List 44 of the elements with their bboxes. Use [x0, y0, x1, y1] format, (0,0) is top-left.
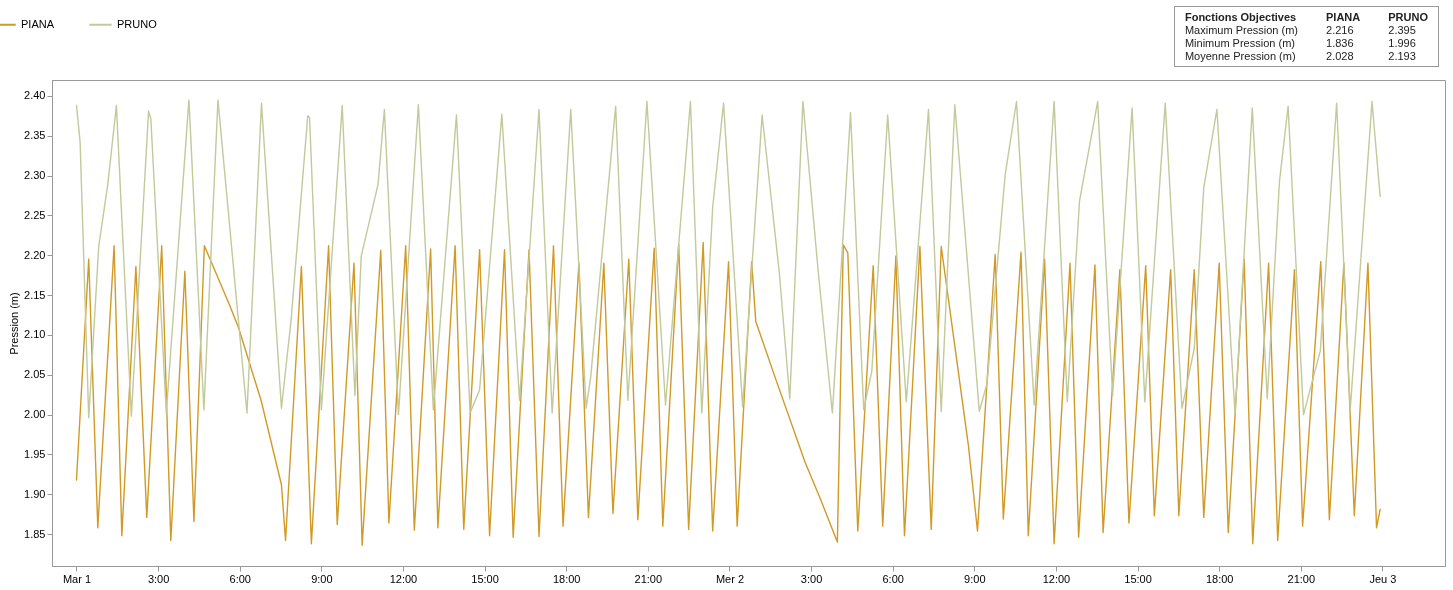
- text: 1.836: [1326, 37, 1355, 49]
- x-tick-label: 9:00: [311, 572, 333, 585]
- y-tick-label: 2.10: [24, 328, 46, 341]
- text: 2.028: [1326, 50, 1355, 62]
- x-tick-label: 21:00: [634, 572, 663, 585]
- text: 2.216: [1326, 24, 1355, 36]
- y-tick-label: 2.15: [24, 288, 46, 301]
- x-tick-label: 21:00: [1287, 572, 1316, 585]
- y-tick-label: 2.40: [24, 89, 46, 102]
- y-tick-label: 1.95: [24, 447, 46, 460]
- y-tick-label: 2.00: [24, 408, 46, 421]
- x-tick-label: 6:00: [882, 572, 904, 585]
- x-tick-label: Jeu 3: [1369, 572, 1397, 585]
- x-tick-label: 18:00: [552, 572, 581, 585]
- text: Minimum Pression (m): [1184, 37, 1296, 49]
- x-tick-label: Mar 1: [62, 572, 92, 585]
- text: PIANA: [1326, 11, 1361, 23]
- x-tick-label: 3:00: [800, 572, 823, 585]
- text: 2.193: [1388, 50, 1417, 62]
- text: 1.996: [1388, 37, 1417, 49]
- y-tick-label: 2.20: [24, 248, 46, 261]
- x-tick-label: 15:00: [471, 572, 499, 585]
- text: Moyenne Pression (m): [1184, 50, 1297, 62]
- legend-label: PIANA: [21, 17, 55, 30]
- x-tick-label: 12:00: [389, 572, 418, 585]
- y-axis-title: Pression (m): [8, 292, 21, 355]
- x-tick-label: 3:00: [147, 572, 170, 585]
- x-tick-label: Mer 2: [715, 572, 745, 585]
- text: PRUNO: [1388, 11, 1428, 23]
- y-tick-label: 2.30: [24, 169, 46, 182]
- y-tick-label: 1.85: [24, 527, 46, 540]
- x-tick-label: 12:00: [1042, 572, 1071, 585]
- text: 2.395: [1388, 24, 1417, 36]
- x-tick-label: 15:00: [1124, 572, 1152, 585]
- text: Fonctions Objectives: [1184, 11, 1298, 23]
- y-tick-label: 1.90: [24, 487, 46, 500]
- y-tick-label: 2.35: [24, 129, 46, 142]
- y-tick-label: 2.25: [24, 208, 46, 221]
- legend-label: PRUNO: [117, 17, 158, 30]
- x-tick-label: 9:00: [964, 572, 986, 585]
- x-tick-label: 18:00: [1205, 572, 1234, 585]
- text: Maximum Pression (m): [1184, 24, 1299, 36]
- x-tick-label: 6:00: [229, 572, 251, 585]
- y-tick-label: 2.05: [24, 368, 46, 381]
